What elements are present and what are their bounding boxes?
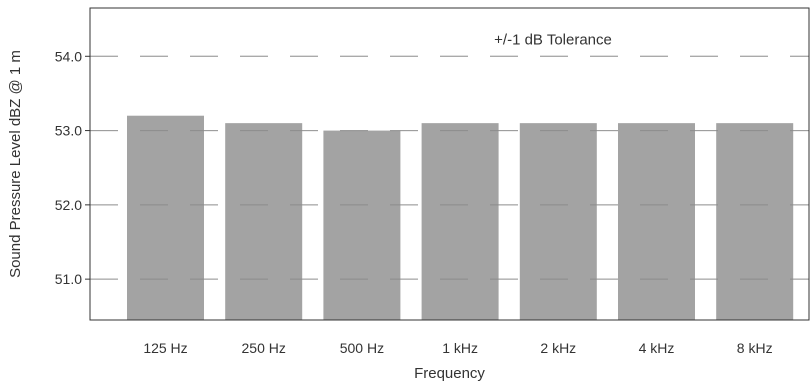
bar xyxy=(421,123,499,321)
x-tick-label: 1 kHz xyxy=(442,340,478,356)
x-tick-labels: 125 Hz 250 Hz 500 Hz 1 kHz 2 kHz 4 kHz 8 kHz xyxy=(143,340,772,356)
x-tick-label: 2 kHz xyxy=(540,340,576,356)
x-tick-label: 4 kHz xyxy=(639,340,675,356)
grid-overlay xyxy=(90,55,809,280)
y-axis-title: Sound Pressure Level dBZ @ 1 m xyxy=(7,50,24,278)
y-tick-label: 54.0 xyxy=(55,48,82,64)
y-tick-label: 53.0 xyxy=(55,123,82,139)
bar xyxy=(716,123,794,321)
y-tick-labels: 51.0 52.0 53.0 54.0 xyxy=(55,48,90,287)
bar xyxy=(323,130,401,320)
x-tick-label: 500 Hz xyxy=(340,340,384,356)
y-tick-label: 51.0 xyxy=(55,271,82,287)
bars xyxy=(127,115,794,321)
x-axis-title: Frequency xyxy=(414,365,485,382)
bar xyxy=(127,115,204,320)
bar xyxy=(519,123,597,321)
plot-frame xyxy=(89,7,810,321)
y-tick-label: 52.0 xyxy=(55,197,82,213)
x-tick-label: 125 Hz xyxy=(143,340,187,356)
x-tick-label: 8 kHz xyxy=(737,340,773,356)
bar xyxy=(618,123,695,321)
x-tick-label: 250 Hz xyxy=(242,340,286,356)
bar xyxy=(225,123,303,321)
tolerance-annotation: +/-1 dB Tolerance xyxy=(494,31,612,48)
